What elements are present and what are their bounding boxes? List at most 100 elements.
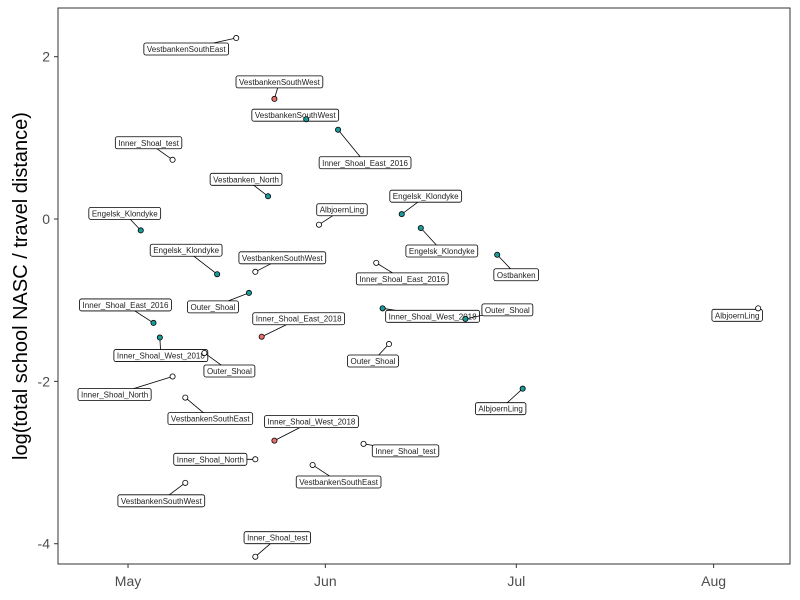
- point-label: Engelsk_Klondyke: [409, 247, 475, 256]
- data-point: Inner_Shoal_East_2016: [79, 298, 172, 326]
- point-marker: [360, 440, 367, 447]
- point-marker: [373, 259, 380, 266]
- point-label: Inner_Shoal_West_2018: [389, 312, 477, 321]
- point-label-box: [347, 354, 399, 368]
- data-point: Inner_Shoal_test: [360, 440, 440, 458]
- data-point: Inner_Shoal_West_2018: [264, 415, 359, 444]
- y-tick-label: 2: [42, 49, 50, 65]
- data-point: Inner_Shoal_East_2016: [318, 126, 412, 170]
- point-marker: [169, 373, 176, 380]
- point-marker: [150, 319, 157, 326]
- point-label-box: [251, 108, 340, 122]
- point-label-box: [252, 312, 346, 326]
- data-point: Outer_Shoal: [201, 349, 256, 378]
- point-label: Engelsk_Klondyke: [92, 209, 158, 218]
- point-label-box: [405, 244, 479, 258]
- data-point: Outer_Shoal: [462, 303, 534, 322]
- data-point: Inner_Shoal_test: [243, 531, 311, 560]
- data-point: Inner_Shoal_test: [114, 136, 183, 163]
- point-marker: [252, 456, 259, 463]
- point-marker: [137, 227, 144, 234]
- point-marker: [335, 126, 342, 133]
- data-point: VestbankenSouthWest: [117, 479, 206, 508]
- point-label: Outer_Shoal: [190, 303, 235, 312]
- point-marker: [303, 116, 310, 123]
- data-point: VestbankenSouthWest: [235, 75, 324, 102]
- point-marker: [385, 341, 392, 348]
- data-point: Inner_Shoal_West_2018: [113, 334, 209, 362]
- point-marker: [271, 437, 278, 444]
- point-marker: [265, 193, 272, 200]
- data-point: Engelsk_Klondyke: [405, 224, 479, 258]
- data-point: VestbankenSouthWest: [238, 251, 327, 275]
- point-label-box: [235, 75, 324, 89]
- point-marker: [182, 479, 189, 486]
- point-marker: [182, 394, 189, 401]
- point-label: AlbjoernLing: [715, 311, 759, 320]
- point-label: VestbankenSouthEast: [299, 478, 379, 487]
- data-point: Inner_Shoal_East_2016: [355, 259, 449, 286]
- data-point: VestbankenSouthWest: [251, 108, 340, 123]
- point-label-box: [143, 42, 229, 56]
- point-marker: [417, 224, 424, 231]
- point-label: Inner_Shoal_North: [177, 455, 244, 464]
- point-label: Inner_Shoal_East_2016: [359, 275, 445, 284]
- x-tick-label: Jul: [507, 573, 525, 589]
- data-point: Inner_Shoal_East_2018: [252, 312, 346, 340]
- point-label-box: [264, 415, 359, 429]
- point-label: Outer_Shoal: [207, 367, 252, 376]
- point-marker: [245, 289, 252, 296]
- point-marker: [519, 385, 526, 392]
- data-point: Engelsk_Klondyke: [149, 243, 223, 278]
- point-label: AlbjoernLing: [320, 206, 364, 215]
- data-point: Inner_Shoal_North: [77, 373, 176, 401]
- data-points: VestbankenSouthEast VestbankenSouthWest Ve…: [77, 35, 763, 560]
- point-label-box: [371, 444, 440, 458]
- point-label-box: [243, 531, 311, 545]
- point-label: Ostbanken: [497, 271, 536, 280]
- point-label: Inner_Shoal_North: [81, 391, 148, 400]
- point-marker: [214, 271, 221, 278]
- point-label-box: [77, 388, 152, 401]
- point-label-box: [316, 203, 368, 217]
- y-tick-label: -2: [38, 373, 51, 389]
- data-point: Outer_Shoal: [347, 341, 399, 368]
- y-axis: 2 0 -2 -4: [38, 49, 58, 552]
- point-label-box: [385, 309, 480, 323]
- point-marker: [494, 251, 501, 258]
- point-label: VestbankenSouthWest: [242, 254, 324, 263]
- point-marker: [258, 333, 265, 340]
- point-label-box: [88, 206, 162, 220]
- point-label: Inner_Shoal_East_2016: [83, 301, 169, 310]
- data-point: Vestbanken_North: [209, 172, 283, 200]
- point-label: VestbankenSouthWest: [239, 78, 321, 87]
- point-marker: [156, 334, 163, 341]
- point-label: VestbankenSouthEast: [147, 45, 227, 54]
- data-point: Engelsk_Klondyke: [389, 189, 463, 218]
- point-label-box: [355, 272, 449, 286]
- y-axis-label: log(total school NASC / travel distance): [10, 112, 32, 460]
- data-point: Ostbanken: [493, 251, 539, 282]
- x-tick-label: Aug: [701, 573, 726, 589]
- point-marker: [462, 315, 469, 322]
- point-label: Inner_Shoal_test: [118, 139, 179, 148]
- data-point: VestbankenSouthEast: [167, 394, 254, 426]
- x-tick-label: Jun: [314, 573, 337, 589]
- point-marker: [169, 156, 176, 163]
- point-label: Engelsk_Klondyke: [393, 192, 459, 201]
- point-label-box: [167, 412, 254, 426]
- data-point: VestbankenSouthEast: [143, 35, 240, 56]
- data-point: AlbjoernLing: [711, 305, 763, 322]
- point-label: VestbankenSouthWest: [121, 497, 203, 506]
- point-label-box: [79, 298, 172, 312]
- point-label: VestbankenSouthEast: [171, 415, 251, 424]
- point-label: Inner_Shoal_East_2016: [322, 159, 408, 168]
- point-label-box: [238, 251, 327, 265]
- point-label: Inner_Shoal_East_2018: [256, 315, 342, 324]
- x-tick-label: May: [115, 573, 141, 589]
- plot-panel: [57, 7, 791, 565]
- point-label: AlbjoernLing: [478, 405, 522, 414]
- point-label-box: [209, 172, 283, 186]
- point-marker: [755, 305, 762, 312]
